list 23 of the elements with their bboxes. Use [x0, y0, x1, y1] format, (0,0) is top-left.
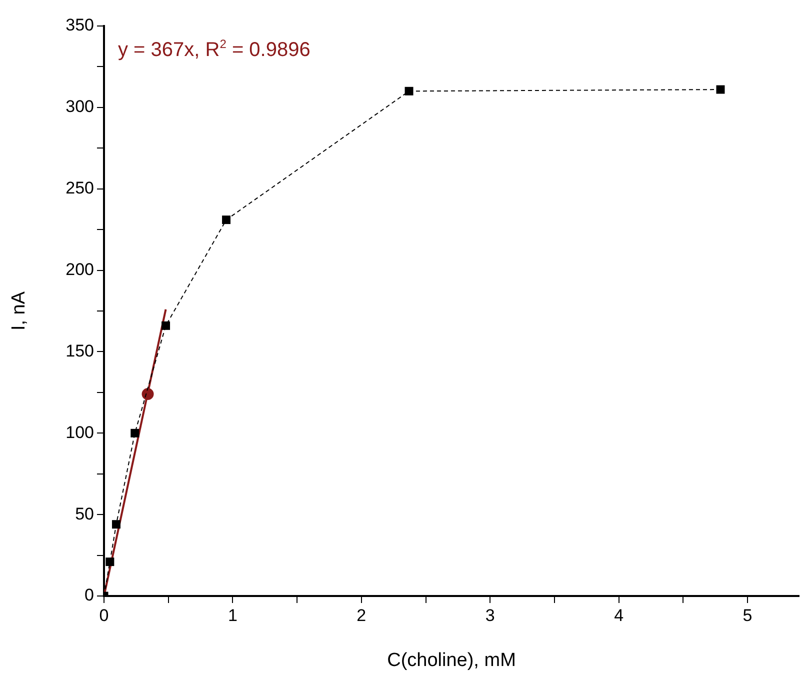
point [222, 216, 231, 224]
x-tick-label: 3 [485, 606, 495, 625]
point [130, 428, 140, 438]
point [162, 321, 170, 330]
y-tick-label: 300 [66, 97, 94, 116]
y-tick-label: 50 [75, 504, 94, 524]
y-tick-label: 100 [66, 422, 94, 442]
point [716, 85, 725, 94]
x-tick-label: 2 [356, 606, 366, 625]
y-tick-label: 250 [66, 178, 94, 198]
x-tick-label: 4 [614, 606, 624, 625]
point [404, 86, 414, 96]
y-tick-label: 350 [66, 16, 94, 35]
x-tick-label: 1 [228, 606, 238, 625]
x-axis-title: C(choline), mM [387, 650, 516, 671]
x-tick-label: 0 [99, 606, 109, 625]
point [112, 520, 120, 529]
y-tick-label: 0 [84, 586, 94, 605]
y-axis-title: I, nA [8, 291, 30, 331]
point [106, 558, 114, 566]
y-tick-label: 200 [66, 260, 94, 279]
x-tick-label: 5 [742, 606, 752, 625]
y-tick-label: 150 [66, 341, 94, 360]
